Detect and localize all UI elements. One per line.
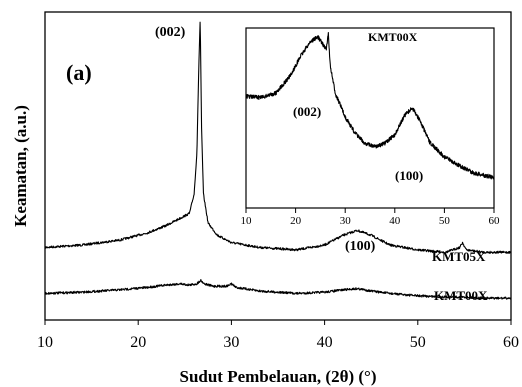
panel-label: (a)	[66, 60, 92, 85]
inset-plot-frame	[245, 27, 495, 209]
inset-x-tick-label-30: 30	[340, 215, 352, 227]
inset-x-tick-label-50: 50	[439, 215, 451, 227]
main-x-tick-label-40: 40	[317, 334, 333, 351]
inset-peak-label-002: (002)	[293, 104, 321, 119]
peak-label-002: (002)	[155, 25, 186, 40]
series-line-kmt00x	[44, 279, 512, 300]
main-x-tick-label-50: 50	[410, 334, 426, 351]
inset-x-tick-label-10: 10	[241, 215, 253, 227]
inset-x-tick-label-40: 40	[389, 215, 401, 227]
inset-x-tick-label-60: 60	[489, 215, 501, 227]
inset-peak-label-100: (100)	[395, 168, 423, 183]
y-axis-title: Keamatan, (a.u.)	[11, 105, 30, 227]
inset-series-label: KMT00X	[368, 30, 418, 44]
main-x-tick-label-10: 10	[37, 334, 53, 351]
inset-series-group	[245, 31, 495, 180]
main-x-axis-ticks: 10 20 30 40 50 60	[37, 320, 519, 351]
legend-label-kmt05x: KMT05X	[432, 249, 486, 264]
legend-label-kmt00x: KMT00X	[434, 288, 488, 303]
main-plot-frame	[44, 11, 512, 321]
main-x-tick-label-20: 20	[130, 334, 146, 351]
main-series-group	[44, 21, 512, 300]
inset-x-axis-ticks: 10 20 30 40 50 60	[241, 208, 501, 227]
main-x-tick-label-60: 60	[503, 334, 519, 351]
inset-x-tick-label-20: 20	[290, 215, 302, 227]
peak-label-100: (100)	[345, 239, 376, 254]
x-axis-title: Sudut Pembelauan, (2θ) (°)	[179, 367, 376, 386]
main-x-tick-label-30: 30	[223, 334, 239, 351]
series-line-kmt05x	[44, 21, 512, 254]
series-line-inset-kmt00x	[245, 31, 495, 180]
